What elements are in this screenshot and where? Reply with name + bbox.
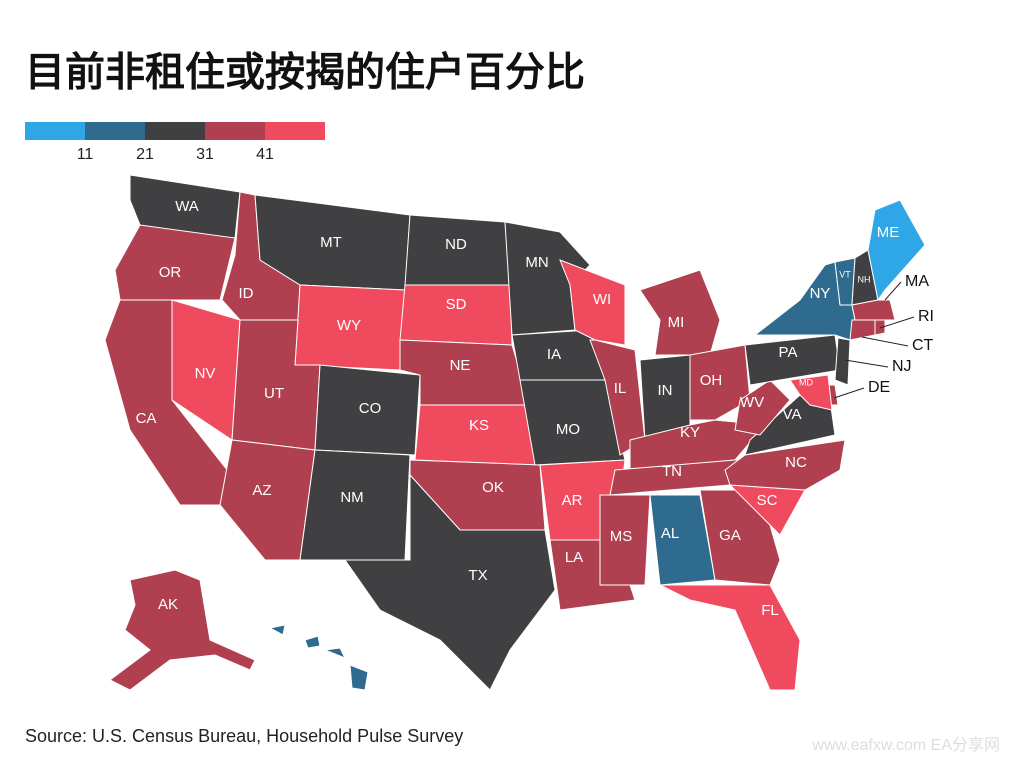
state-shape [851, 299, 896, 321]
leader-line [879, 316, 915, 329]
state-label: VA [783, 406, 802, 423]
legend-tick-label: 41 [256, 146, 274, 163]
state-label: RI [918, 308, 934, 325]
state-shape [744, 394, 836, 456]
state-label: AZ [252, 482, 271, 499]
state-label: KY [680, 424, 700, 441]
state-label: ND [445, 236, 467, 253]
state-shape [689, 344, 751, 421]
state-label: AK [158, 596, 178, 613]
state-shape [599, 494, 651, 586]
state-label: NJ [892, 358, 912, 375]
state-shape [659, 584, 801, 691]
legend-swatch [265, 122, 325, 140]
state-label: FL [761, 602, 779, 619]
state-shape [109, 569, 256, 691]
state-label: DE [868, 379, 890, 396]
leader-line [833, 387, 865, 399]
watermark: www.eafxw.com EA分享网 [811, 736, 1000, 754]
state-label: WY [337, 317, 361, 334]
state-label: MD [799, 377, 813, 387]
state-label: WI [593, 291, 611, 308]
state-label: NY [810, 285, 831, 302]
state-shape [724, 439, 846, 491]
legend-swatch [145, 122, 205, 140]
state-label: WV [740, 394, 764, 411]
state-label: CA [136, 410, 157, 427]
state-label: IN [658, 382, 673, 399]
state-label: NE [450, 357, 471, 374]
state-label: MN [525, 254, 548, 271]
state-shape [268, 624, 286, 636]
state-label: MO [556, 421, 580, 438]
state-shape [219, 439, 316, 561]
state-label: TX [468, 567, 487, 584]
state-label: SD [446, 296, 467, 313]
legend-tick-label: 11 [77, 146, 94, 163]
state-label: ME [877, 224, 900, 241]
state-shape [589, 339, 646, 456]
legend-swatch [85, 122, 145, 140]
state-label: AR [562, 492, 583, 509]
state-label: OH [700, 372, 723, 389]
state-shape [734, 379, 791, 436]
legend-swatch [25, 122, 85, 140]
state-label: GA [719, 527, 741, 544]
leader-line [884, 281, 902, 301]
state-label: MA [905, 273, 929, 290]
state-shape [114, 224, 236, 301]
state-shape [349, 664, 369, 691]
state-label: ID [239, 285, 254, 302]
state-shape [639, 269, 721, 356]
state-label: OR [159, 264, 182, 281]
state-shape [414, 404, 536, 466]
state-label: VT [839, 269, 851, 279]
state-label: CO [359, 400, 382, 417]
state-label: NH [858, 274, 871, 284]
state-shape [304, 635, 321, 649]
state-shape [323, 647, 347, 659]
state-label: NC [785, 454, 807, 471]
state-shape [399, 284, 513, 346]
state-label: CT [912, 337, 934, 354]
state-label: MT [320, 234, 342, 251]
source: Source: U.S. Census Bureau, Household Pu… [25, 726, 463, 746]
state-label: MS [610, 528, 633, 545]
state-shape [834, 337, 851, 386]
state-label: OK [482, 479, 504, 496]
title: 目前非租住或按揭的住户百分比 [25, 51, 585, 95]
state-label: IA [547, 346, 561, 363]
legend-tick-label: 31 [196, 146, 214, 163]
state-label: LA [565, 549, 583, 566]
legend-swatch [205, 122, 265, 140]
state-label: TN [662, 463, 682, 480]
state-label: IL [614, 380, 627, 397]
state-label: NM [340, 489, 363, 506]
state-label: UT [264, 385, 284, 402]
state-label: KS [469, 417, 489, 434]
state-label: WA [175, 198, 199, 215]
state-label: MI [668, 314, 685, 331]
state-label: AL [661, 525, 679, 542]
state-shape [789, 374, 833, 411]
legend-tick-label: 21 [136, 146, 154, 163]
state-label: NV [195, 365, 216, 382]
state-label: SC [757, 492, 778, 509]
state-label: PA [779, 344, 798, 361]
leader-line [844, 359, 889, 368]
state-shape [344, 473, 556, 691]
leader-line [861, 336, 909, 347]
